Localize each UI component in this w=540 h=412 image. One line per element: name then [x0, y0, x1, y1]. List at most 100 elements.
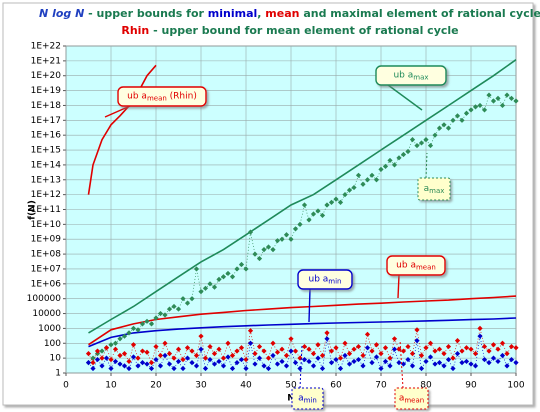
point-marker [247, 229, 254, 235]
title-part: N log N [39, 7, 84, 20]
point-marker [207, 281, 213, 287]
point-marker [234, 348, 240, 354]
point-marker [468, 346, 474, 352]
point-marker [328, 199, 335, 206]
x-tick-label: 30 [195, 381, 207, 391]
point-marker [148, 360, 155, 366]
point-marker [423, 137, 429, 143]
point-marker [310, 363, 317, 369]
y-tick-label: 1E+11 [31, 205, 61, 215]
point-marker [184, 355, 191, 361]
point-marker [279, 358, 285, 365]
point-marker [427, 354, 434, 360]
series-layer [85, 59, 519, 372]
point-marker [454, 351, 461, 357]
point-marker [369, 172, 375, 178]
point-marker [283, 352, 290, 359]
callout-box [375, 65, 447, 86]
point-marker [148, 365, 155, 372]
point-marker [202, 285, 209, 291]
point-marker [234, 266, 240, 272]
y-tick-label: 1E+22 [31, 42, 61, 52]
callout: amax [417, 152, 451, 201]
point-marker [252, 361, 258, 367]
point-marker [364, 345, 371, 351]
point-marker [355, 343, 362, 350]
point-marker [94, 351, 101, 357]
point-marker [265, 244, 272, 250]
y-tick-label: 1E+17 [31, 116, 61, 126]
point-marker [112, 340, 119, 346]
point-marker [427, 142, 434, 149]
point-marker [153, 315, 159, 321]
point-marker [369, 360, 375, 366]
callout-label: ub amin [309, 274, 342, 286]
point-marker [346, 361, 353, 367]
point-marker [450, 355, 456, 361]
y-tick-label: 1E+21 [31, 56, 61, 66]
point-marker [157, 363, 164, 369]
point-marker [229, 352, 236, 359]
series-line [88, 317, 517, 348]
point-marker [508, 343, 515, 350]
point-marker [171, 355, 177, 361]
point-marker [274, 349, 281, 355]
point-marker [189, 360, 195, 366]
callout-subscript: min [328, 278, 341, 286]
point-marker [508, 356, 515, 363]
point-marker [247, 328, 254, 334]
title-part: minimal [208, 7, 258, 20]
point-marker [292, 226, 299, 232]
point-marker [459, 360, 465, 366]
point-marker [351, 358, 357, 365]
point-marker [139, 360, 146, 366]
point-marker [121, 363, 128, 369]
point-marker [261, 348, 267, 354]
y-tick-label: 1E+18 [31, 101, 62, 111]
point-marker [162, 352, 168, 359]
title-part: Rhin [121, 24, 149, 37]
point-marker [499, 102, 506, 109]
point-marker [310, 211, 317, 217]
callout-pointer [308, 288, 311, 323]
point-marker [468, 361, 474, 367]
point-marker [400, 151, 407, 158]
point-marker [477, 102, 483, 109]
point-marker [324, 330, 330, 336]
callout-box [117, 86, 207, 107]
point-marker [382, 163, 389, 169]
callout: ub amax [375, 65, 447, 111]
point-marker [481, 356, 488, 363]
point-marker [432, 348, 438, 354]
point-marker [324, 202, 330, 208]
point-marker [220, 363, 227, 369]
point-marker [468, 107, 474, 113]
point-marker [85, 360, 92, 366]
point-marker [238, 261, 245, 268]
point-marker [495, 346, 501, 352]
point-marker [414, 338, 420, 344]
point-marker [135, 355, 141, 361]
point-marker [207, 356, 213, 363]
point-marker [144, 318, 150, 324]
point-marker [288, 336, 294, 342]
chart-title: Rhin - upper bound for mean element of r… [121, 24, 458, 37]
point-marker [130, 325, 137, 332]
point-marker [171, 303, 177, 310]
point-marker [360, 181, 366, 187]
y-axis-label: f(N) [28, 200, 38, 220]
point-marker [382, 358, 389, 365]
point-marker [315, 208, 321, 214]
point-marker [121, 351, 128, 357]
point-marker [418, 352, 425, 359]
title-part: , [257, 7, 265, 20]
point-marker [333, 345, 339, 351]
point-marker [103, 345, 110, 351]
point-marker [211, 284, 218, 290]
point-marker [166, 361, 173, 367]
point-marker [270, 352, 276, 359]
point-marker [477, 325, 483, 332]
point-marker [346, 351, 353, 357]
callout-label: amax [424, 184, 445, 196]
point-marker [463, 358, 470, 365]
